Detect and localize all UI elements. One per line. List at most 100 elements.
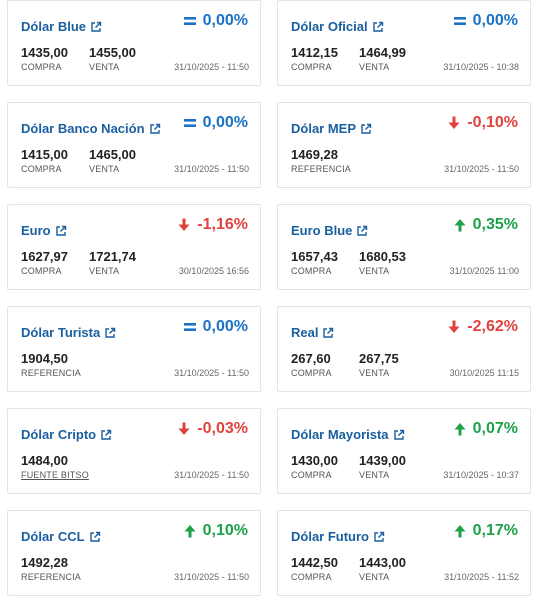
quote-change: 0,07%: [453, 420, 518, 438]
quote-value-primary: 1904,50: [21, 351, 68, 366]
quote-label-primary: REFERENCIA: [21, 368, 82, 378]
equals-icon: [183, 116, 197, 130]
quote-value-secondary: 1464,99: [359, 45, 406, 60]
external-link-icon: [100, 429, 112, 441]
change-value: 0,00%: [202, 114, 248, 131]
quote-title-link[interactable]: Dólar Blue: [21, 19, 102, 34]
quote-timestamp: 31/10/2025 - 11:50: [174, 470, 249, 480]
arrow-down-icon: [177, 422, 191, 436]
quote-timestamp: 31/10/2025 - 11:50: [174, 62, 249, 72]
quote-timestamp: 31/10/2025 - 11:50: [444, 164, 519, 174]
quote-label-secondary: VENTA: [359, 368, 390, 378]
quote-label-secondary: VENTA: [89, 164, 120, 174]
external-link-icon: [356, 225, 368, 237]
change-value: -0,03%: [197, 420, 248, 437]
quote-card: Dólar MEP -0,10% 1469,28 REFERENCIA 31/10/20…: [277, 102, 531, 188]
change-value: 0,00%: [202, 12, 248, 29]
quote-card: Dólar Oficial 0,00% 1412,15 COMPRA 1464,99 VE…: [277, 0, 531, 86]
quote-change: 0,00%: [183, 12, 248, 30]
quote-change: -2,62%: [447, 318, 518, 336]
quote-value-primary: 1435,00: [21, 45, 68, 60]
quote-value-primary: 1469,28: [291, 147, 338, 162]
quote-title: Dólar Oficial: [291, 19, 368, 34]
quote-title-link[interactable]: Real: [291, 325, 334, 340]
quote-value-primary: 1442,50: [291, 555, 338, 570]
quote-label-primary: COMPRA: [291, 572, 332, 582]
quote-title: Dólar Blue: [21, 19, 87, 34]
arrow-down-icon: [177, 218, 191, 232]
quote-label-secondary: VENTA: [359, 266, 390, 276]
quote-timestamp: 31/10/2025 - 11:50: [174, 368, 249, 378]
equals-icon: [183, 14, 197, 28]
quote-card: Euro Blue 0,35% 1657,43 COMPRA 1680,53 VENTA 3…: [277, 204, 531, 290]
quote-value-primary: 267,60: [291, 351, 331, 366]
quote-title-link[interactable]: Euro Blue: [291, 223, 368, 238]
quote-timestamp: 31/10/2025 - 11:50: [174, 572, 249, 582]
quote-title: Euro: [21, 223, 51, 238]
quote-card: Dólar Futuro 0,17% 1442,50 COMPRA 1443,00 VEN…: [277, 510, 531, 596]
quote-card: Dólar Banco Nación 0,00% 1415,00 COMPRA 1465…: [7, 102, 261, 188]
external-link-icon: [393, 429, 405, 441]
equals-icon: [183, 320, 197, 334]
quote-card: Real -2,62% 267,60 COMPRA 267,75 VENTA 30/10/2…: [277, 306, 531, 392]
external-link-icon: [322, 327, 334, 339]
quote-title-link[interactable]: Dólar MEP: [291, 121, 372, 136]
quote-value-secondary: 1439,00: [359, 453, 406, 468]
quote-title-link[interactable]: Dólar Cripto: [21, 427, 112, 442]
quote-timestamp: 30/10/2025 16:56: [178, 266, 249, 276]
quote-value-secondary: 1465,00: [89, 147, 136, 162]
quote-card: Dólar Blue 0,00% 1435,00 COMPRA 1455,00 VENTA…: [7, 0, 261, 86]
arrow-up-icon: [453, 422, 467, 436]
quote-title-link[interactable]: Dólar CCL: [21, 529, 101, 544]
quote-value-secondary: 1455,00: [89, 45, 136, 60]
quote-title-link[interactable]: Dólar Banco Nación: [21, 121, 161, 136]
quote-change: 0,10%: [183, 522, 248, 540]
arrow-up-icon: [453, 218, 467, 232]
quote-title-link[interactable]: Dólar Mayorista: [291, 427, 405, 442]
quote-value-primary: 1627,97: [21, 249, 68, 264]
quote-label-primary: COMPRA: [21, 62, 62, 72]
quote-change: 0,00%: [453, 12, 518, 30]
quote-title: Dólar CCL: [21, 529, 85, 544]
quote-label-primary: COMPRA: [21, 164, 62, 174]
quote-value-secondary: 1721,74: [89, 249, 136, 264]
change-value: 0,00%: [472, 12, 518, 29]
external-link-icon: [90, 21, 102, 33]
quote-value-primary: 1412,15: [291, 45, 338, 60]
quote-title: Dólar Futuro: [291, 529, 369, 544]
quote-change: -0,03%: [177, 420, 248, 438]
quote-label-secondary: VENTA: [89, 266, 120, 276]
quote-timestamp: 31/10/2025 - 11:52: [444, 572, 519, 582]
quote-value-secondary: 1680,53: [359, 249, 406, 264]
arrow-up-icon: [453, 524, 467, 538]
quote-label-primary[interactable]: FUENTE BITSO: [21, 470, 89, 480]
quote-title-link[interactable]: Dólar Oficial: [291, 19, 384, 34]
quote-value-secondary: 267,75: [359, 351, 399, 366]
change-value: 0,17%: [472, 522, 518, 539]
quote-title: Dólar Cripto: [21, 427, 97, 442]
equals-icon: [453, 14, 467, 28]
quote-card: Dólar CCL 0,10% 1492,28 REFERENCIA 31/10/202…: [7, 510, 261, 596]
quote-card: Dólar Cripto -0,03% 1484,00 FUENTE BITSO 31/…: [7, 408, 261, 494]
quote-label-secondary: VENTA: [359, 470, 390, 480]
quote-label-secondary: VENTA: [359, 62, 390, 72]
quote-timestamp: 31/10/2025 - 10:37: [443, 470, 519, 480]
arrow-down-icon: [447, 320, 461, 334]
quote-title-link[interactable]: Dólar Turista: [21, 325, 116, 340]
external-link-icon: [55, 225, 67, 237]
quote-change: -1,16%: [177, 216, 248, 234]
quote-title-link[interactable]: Dólar Futuro: [291, 529, 385, 544]
quote-label-primary: COMPRA: [21, 266, 62, 276]
external-link-icon: [360, 123, 372, 135]
external-link-icon: [104, 327, 116, 339]
external-link-icon: [149, 123, 161, 135]
quote-label-secondary: VENTA: [89, 62, 120, 72]
quote-value-primary: 1484,00: [21, 453, 68, 468]
quote-card: Dólar Turista 0,00% 1904,50 REFERENCIA 31/10…: [7, 306, 261, 392]
quote-timestamp: 31/10/2025 11:00: [449, 266, 519, 276]
change-value: 0,35%: [472, 216, 518, 233]
quote-title-link[interactable]: Euro: [21, 223, 67, 238]
quote-label-primary: REFERENCIA: [291, 164, 352, 174]
external-link-icon: [89, 531, 101, 543]
quote-title: Dólar Banco Nación: [21, 121, 145, 136]
